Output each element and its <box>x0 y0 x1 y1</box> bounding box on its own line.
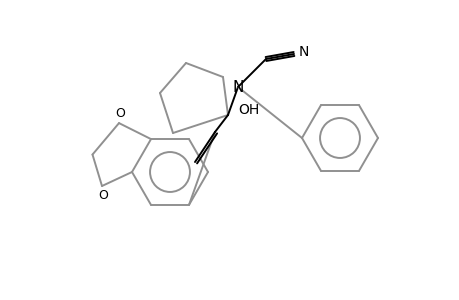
Text: OH: OH <box>237 103 259 117</box>
Text: N: N <box>298 45 308 59</box>
Text: N: N <box>232 80 243 94</box>
Text: O: O <box>98 189 108 202</box>
Text: O: O <box>115 107 125 120</box>
